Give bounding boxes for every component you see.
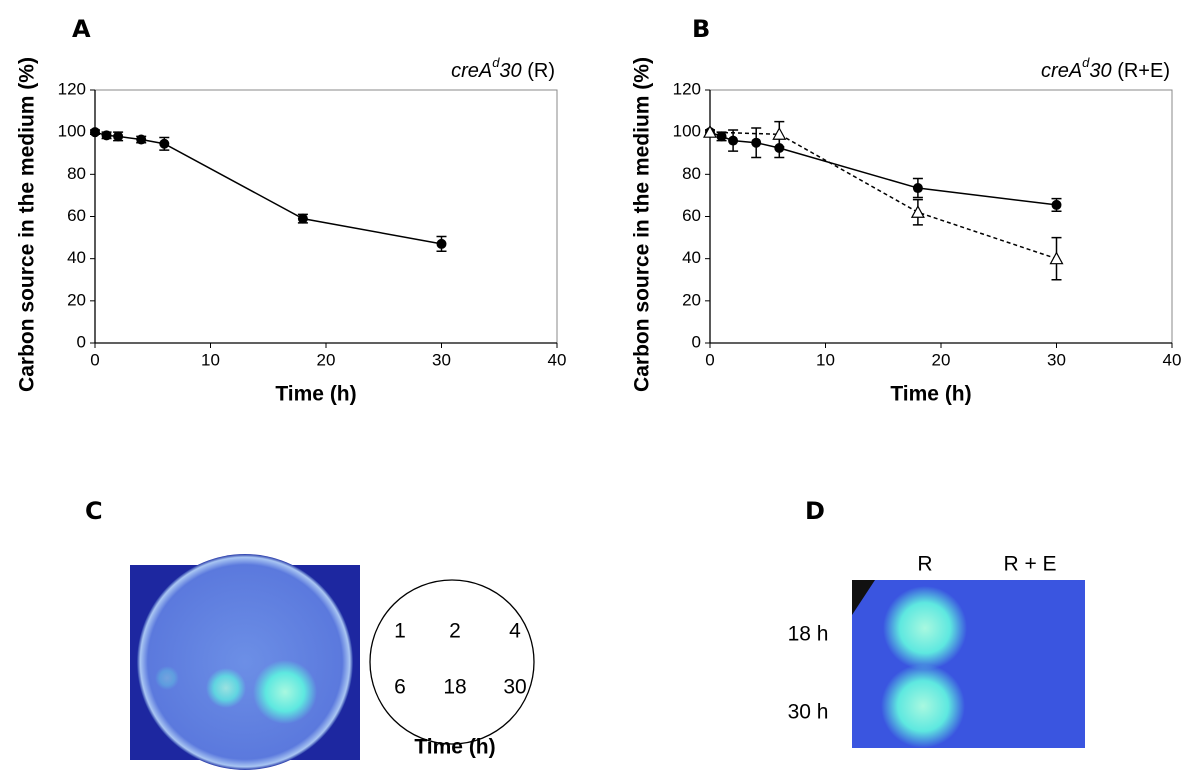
- y-tick-label: 120: [673, 79, 701, 98]
- spot: [253, 660, 317, 724]
- y-tick-label: 80: [682, 164, 701, 183]
- panel-label: D: [805, 497, 825, 525]
- plate-label: 4: [509, 620, 521, 643]
- x-tick-label: 20: [317, 350, 336, 369]
- marker: [1049, 251, 1064, 265]
- x-tick-label: 10: [816, 350, 835, 369]
- plot-frame: [94, 89, 558, 344]
- title-superscript: d: [1082, 55, 1090, 70]
- panel-label: A: [72, 15, 91, 43]
- chart-title: creAd30 (R+E): [1041, 55, 1170, 82]
- y-tick-label: 20: [67, 290, 86, 309]
- plate-label: 18: [443, 676, 466, 699]
- spot: [883, 586, 967, 670]
- corner: [852, 580, 875, 615]
- y-tick-label: 0: [77, 332, 86, 351]
- y-tick-label: 0: [692, 332, 701, 351]
- marker: [159, 138, 170, 149]
- y-tick-label: 40: [67, 248, 86, 267]
- plate: [137, 554, 353, 770]
- plate-label: 6: [394, 676, 406, 699]
- marker: [728, 135, 739, 146]
- plate-label: 2: [449, 620, 461, 643]
- chart-title: creAd30 (R): [451, 55, 555, 82]
- plate-label: 1: [394, 620, 406, 643]
- marker: [774, 142, 785, 153]
- y-tick-label: 60: [682, 206, 701, 225]
- x-tick-label: 40: [1163, 350, 1182, 369]
- x-tick-label: 40: [548, 350, 567, 369]
- y-tick-label: 120: [58, 79, 86, 98]
- x-axis-label: Time (h): [890, 383, 971, 406]
- panel-label: C: [85, 497, 103, 525]
- marker: [751, 137, 762, 148]
- marker: [702, 124, 718, 138]
- marker: [90, 127, 100, 138]
- x-axis-label: Time (h): [275, 383, 356, 406]
- line: [94, 131, 442, 245]
- x-axis-label: Time (h): [414, 736, 495, 759]
- title-suffix: 30: [499, 60, 521, 82]
- row-label: 30 h: [788, 701, 829, 724]
- spot: [155, 666, 179, 690]
- line: [709, 131, 1057, 260]
- title-gene: creA: [1041, 60, 1082, 82]
- title-condition: (R+E): [1117, 60, 1170, 82]
- y-axis-label: Carbon source in the medium (%): [631, 57, 654, 392]
- marker: [136, 134, 147, 145]
- y-tick-label: 80: [67, 164, 86, 183]
- spot: [206, 668, 246, 708]
- x-tick-label: 0: [705, 350, 714, 369]
- marker: [772, 127, 787, 140]
- spot: [881, 664, 965, 748]
- plate-diagram: [369, 579, 535, 745]
- title-superscript: d: [492, 55, 500, 70]
- y-tick-label: 20: [682, 290, 701, 309]
- marker: [101, 130, 112, 141]
- y-tick-label: 60: [67, 206, 86, 225]
- y-tick-label: 100: [673, 122, 701, 141]
- x-tick-label: 30: [1047, 350, 1066, 369]
- x-tick-label: 30: [432, 350, 451, 369]
- x-tick-label: 20: [932, 350, 951, 369]
- marker: [436, 238, 447, 249]
- title-condition: (R): [527, 60, 555, 82]
- panel-label: B: [692, 15, 710, 43]
- marker: [113, 131, 124, 142]
- plate-label: 30: [503, 676, 526, 699]
- marker: [910, 205, 925, 218]
- marker: [1051, 199, 1062, 210]
- y-tick-label: 100: [58, 122, 86, 141]
- marker: [912, 183, 923, 194]
- row-label: 18 h: [788, 623, 829, 646]
- y-tick-label: 40: [682, 248, 701, 267]
- title-suffix: 30: [1089, 60, 1111, 82]
- column-label: R: [917, 553, 932, 576]
- x-tick-label: 0: [90, 350, 99, 369]
- column-label: R + E: [1003, 553, 1056, 576]
- title-gene: creA: [451, 60, 492, 82]
- x-tick-label: 10: [201, 350, 220, 369]
- y-axis-label: Carbon source in the medium (%): [16, 57, 39, 392]
- marker: [297, 213, 308, 224]
- marker: [716, 131, 727, 142]
- line: [709, 131, 1057, 206]
